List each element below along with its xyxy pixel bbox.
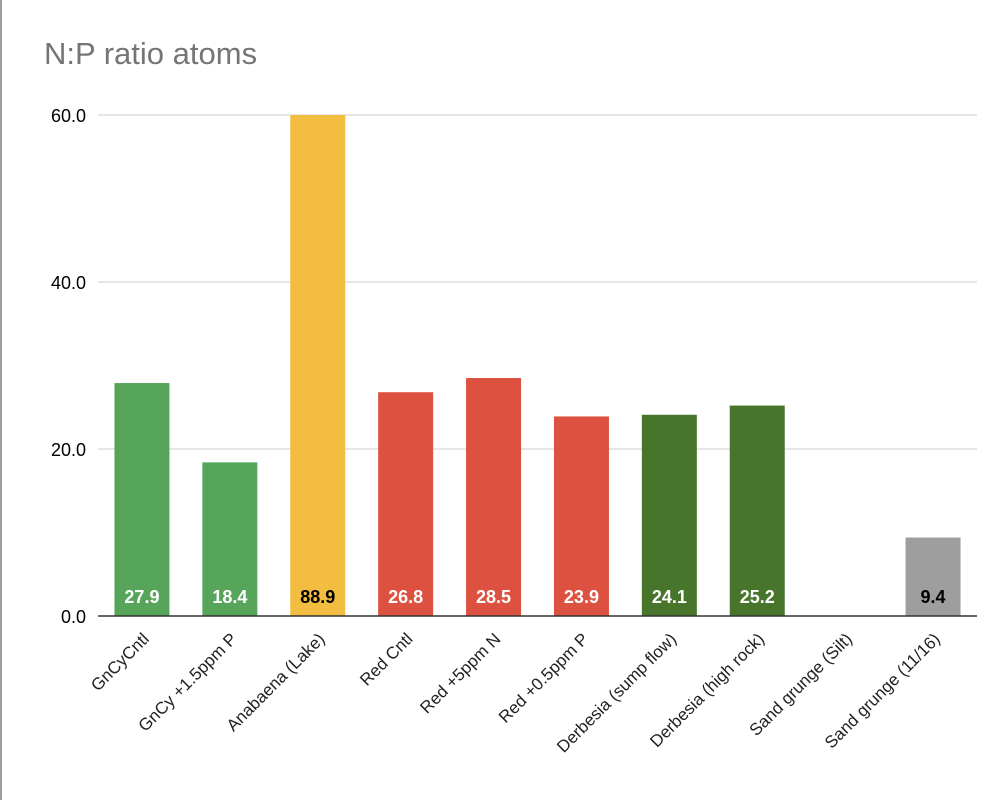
data-label: 27.9 [124,587,159,607]
chart-title: N:P ratio atoms [44,36,258,71]
data-label: 23.9 [564,587,599,607]
x-tick-label: Red +0.5ppm P [495,629,592,726]
bar [905,537,961,616]
data-label: 24.1 [652,587,687,607]
bar [202,462,258,616]
bar [114,383,170,616]
data-label: 26.8 [388,587,423,607]
y-tick-label: 20.0 [51,440,86,460]
data-label: 9.4 [921,587,946,607]
data-label: 88.9 [300,587,335,607]
bar [378,392,434,616]
bar [553,416,609,616]
data-label: 25.2 [740,587,775,607]
bar [729,405,785,616]
x-tick-label: GnCyCntl [87,629,153,695]
bar [466,378,522,616]
y-tick-label: 60.0 [51,106,86,126]
data-label: 28.5 [476,587,511,607]
y-tick-label: 40.0 [51,273,86,293]
data-label: 18.4 [212,587,247,607]
bar [641,414,697,616]
bar [290,115,346,616]
x-tick-label: Anabaena (Lake) [223,629,329,735]
y-tick-label: 0.0 [61,607,86,627]
x-tick-label: Red +5ppm N [416,629,504,717]
x-tick-label: Red Cntl [356,629,416,689]
